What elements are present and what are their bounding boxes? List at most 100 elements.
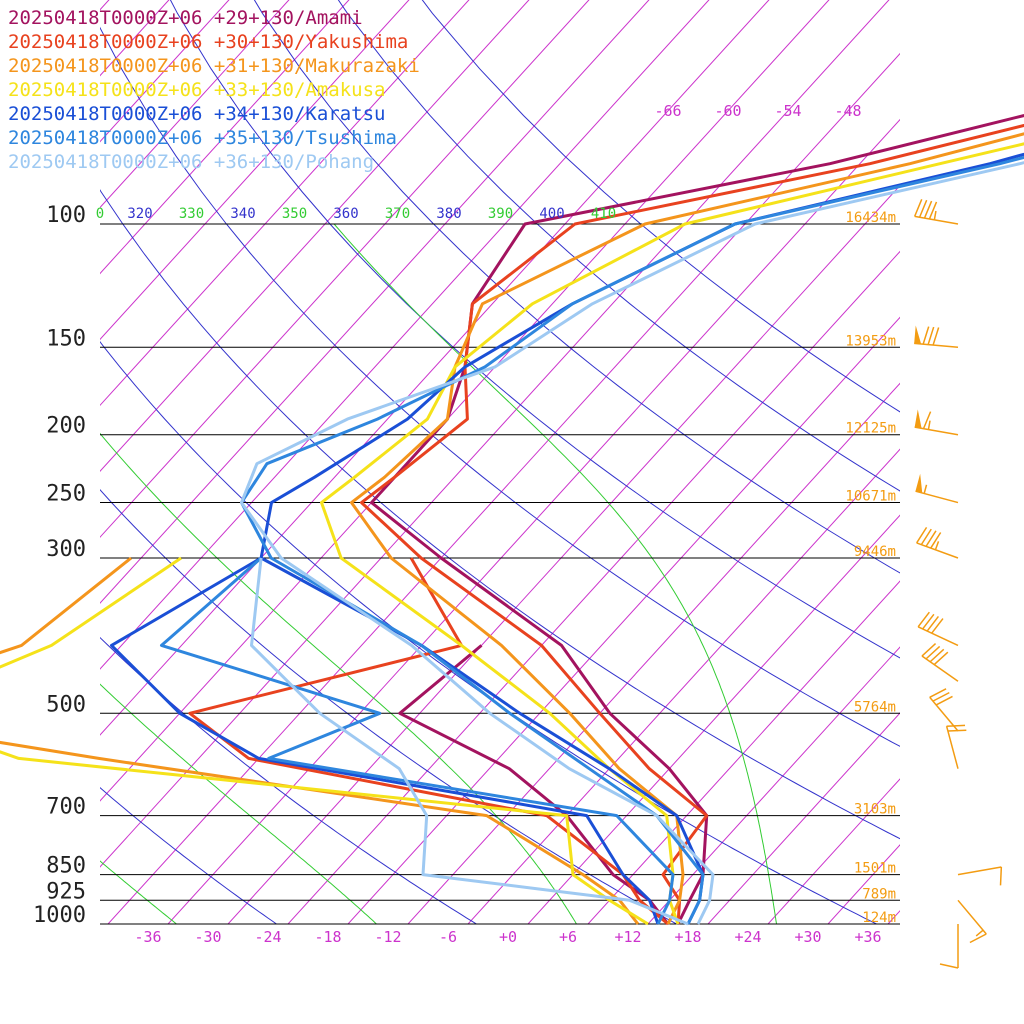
dry-adiabat-line: [169, 0, 900, 659]
pressure-label: 250: [46, 482, 86, 507]
wind-barb: [957, 899, 987, 944]
dry-adiabat-line: [100, 787, 278, 924]
dewpoint-profile: [160, 556, 675, 925]
temperature-tick-label: +30: [794, 928, 821, 946]
temperature-profile: [320, 142, 1024, 925]
dry-adiabat-line: [100, 636, 478, 924]
height-label: 5764m: [854, 699, 896, 715]
pressure-label: 850: [46, 854, 86, 879]
isotherm-line: [100, 0, 350, 275]
isotherm-line: [100, 0, 710, 670]
isotherm-line: [100, 0, 530, 472]
theta-label: 390: [488, 206, 513, 222]
pressure-label: 1000: [33, 903, 86, 928]
isotherm-line: [935, 0, 1024, 939]
temperature-tick-label: -36: [134, 928, 161, 946]
isotherm-line: [107, 52, 900, 924]
wind-barb: [945, 724, 967, 769]
moist-adiabat-lines: [100, 223, 1024, 924]
isotherm-line: [287, 250, 900, 924]
isotherm-line: [527, 514, 900, 924]
sounding-profiles: [0, 114, 1024, 926]
isotherm-line: [100, 0, 890, 868]
isotherm-line: [100, 0, 230, 143]
upper-isotherm-label: -66: [654, 102, 681, 120]
wind-barb: [915, 473, 959, 504]
pressure-label: 925: [46, 879, 86, 904]
isotherm-line: [707, 712, 900, 924]
temperature-tick-label: -6: [439, 928, 457, 946]
isotherm-line: [587, 580, 900, 924]
height-label: 13953m: [845, 333, 896, 349]
height-label: 12125m: [845, 421, 896, 437]
legend-entry: 20250418T0000Z+06 +33+130/Amakusa: [8, 79, 386, 101]
isotherm-line: [100, 0, 650, 604]
dry-adiabat-line: [100, 26, 900, 747]
dry-adiabat-lines: [100, 0, 900, 924]
wind-barb: [921, 643, 959, 682]
moist-adiabat-line: [977, 224, 1024, 924]
isotherm-line: [100, 0, 410, 341]
temperature-profile: [370, 114, 1024, 925]
temperature-profile: [240, 161, 1024, 925]
wind-barbs: [913, 199, 1003, 969]
dewpoint-profile: [0, 556, 640, 925]
height-label: 9446m: [854, 544, 896, 560]
legend-entry: 20250418T0000Z+06 +35+130/Tsushima: [8, 127, 397, 149]
temperature-tick-label: +24: [734, 928, 761, 946]
height-label: 1501m: [854, 861, 896, 877]
legend-entry: 20250418T0000Z+06 +29+130/Amami: [8, 7, 363, 29]
temperature-tick-label: -30: [194, 928, 221, 946]
moist-adiabat-line: [100, 860, 177, 924]
pressure-label: 500: [46, 692, 86, 717]
legend-entry: 20250418T0000Z+06 +36+130/Pohang: [8, 151, 374, 173]
dry-adiabat-line: [100, 489, 678, 924]
temperature-profile: [360, 123, 1024, 925]
temperature-tick-label: +6: [559, 928, 577, 946]
height-label: 10671m: [845, 489, 896, 505]
isotherm-line: [647, 646, 900, 924]
isotherm-line: [100, 0, 770, 736]
pressure-label: 700: [46, 795, 86, 820]
isotherm-line: [407, 382, 900, 924]
theta-label: 350: [282, 206, 307, 222]
height-label: 16434m: [845, 210, 896, 226]
pressure-label: 300: [46, 537, 86, 562]
temperature-tick-label: +36: [854, 928, 881, 946]
upper-isotherm-label: -48: [834, 102, 861, 120]
theta-label: 410: [591, 206, 616, 222]
wind-barb: [914, 325, 959, 349]
wind-barb: [929, 688, 959, 732]
wind-barb: [913, 199, 959, 225]
temperature-tick-label: -24: [254, 928, 281, 946]
height-label: 124m: [862, 910, 896, 926]
theta-label: 320: [127, 206, 152, 222]
theta-label: 360: [333, 206, 358, 222]
dry-adiabat-line: [100, 189, 900, 840]
legend-entry: 20250418T0000Z+06 +34+130/Karatsu: [8, 103, 386, 125]
height-label: 789m: [862, 886, 896, 902]
height-labels: 16434m 13953m 12125m 10671m 9446m 5764m 3103m 1…: [845, 210, 896, 926]
wind-barb: [957, 866, 1003, 886]
isotherm-line: [100, 0, 290, 209]
theta-labels: 0 320 330 340 350 360 370 380 390 400 410: [96, 206, 616, 222]
dewpoint-profile: [188, 557, 669, 926]
dry-adiabat-line: [253, 0, 900, 574]
temperature-tick-label: +18: [674, 928, 701, 946]
temperature-tick-label: -12: [374, 928, 401, 946]
theta-label: 380: [436, 206, 461, 222]
isotherm-line: [467, 448, 900, 924]
dry-adiabat-line: [100, 340, 878, 924]
temperature-tick-label: +0: [499, 928, 517, 946]
pressure-label: 100: [46, 203, 86, 228]
dewpoint-profile: [250, 557, 689, 926]
dewpoint-profile: [110, 556, 660, 925]
wind-barb: [916, 526, 959, 559]
isobar-lines: [100, 223, 900, 925]
upper-isotherm-label: -60: [714, 102, 741, 120]
legend-entry: 20250418T0000Z+06 +31+130/Makurazaki: [8, 55, 420, 77]
station-legend: 20250418T0000Z+06 +29+130/Amami 20250418T…: [8, 7, 420, 173]
height-label: 3103m: [854, 802, 896, 818]
temperature-profile: [350, 132, 1024, 925]
